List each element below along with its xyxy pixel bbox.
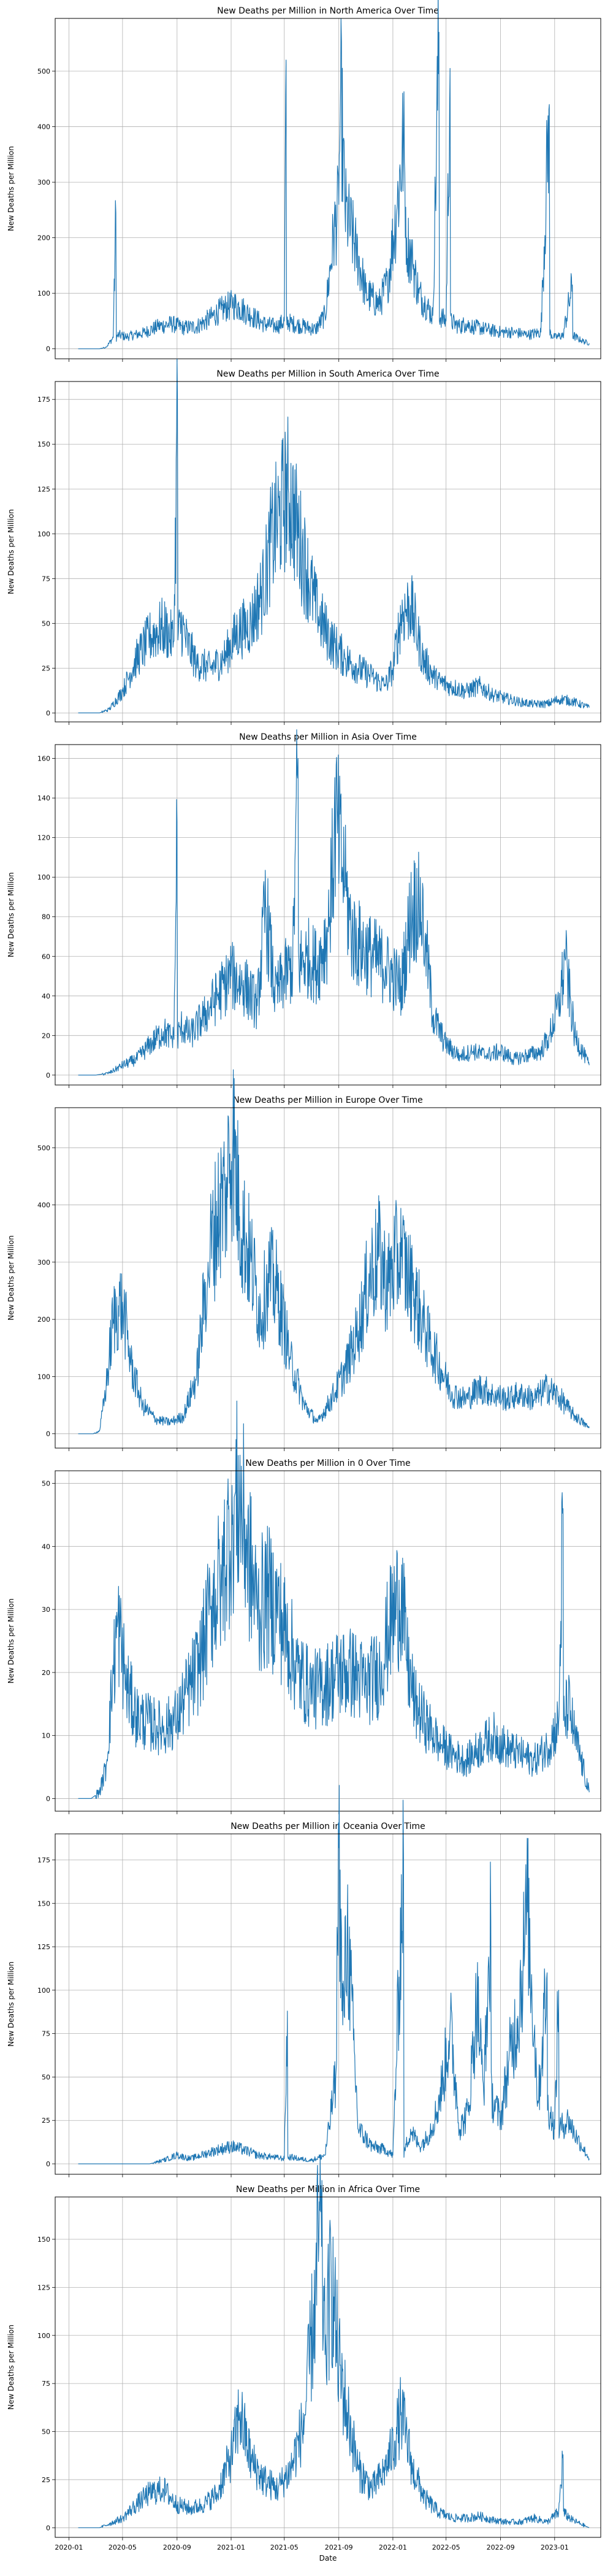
chart-panel: New Deaths per Million in South America … xyxy=(7,358,601,725)
chart-panel: New Deaths per Million in North America … xyxy=(7,0,601,362)
y-tick-label: 0 xyxy=(46,2524,50,2532)
y-tick-label: 75 xyxy=(42,2030,50,2038)
y-tick-label: 300 xyxy=(37,178,50,186)
x-tick-label: 2020-01 xyxy=(55,2543,83,2551)
chart-title: New Deaths per Million in 0 Over Time xyxy=(245,1459,410,1468)
chart-title: New Deaths per Million in Asia Over Time xyxy=(239,732,417,742)
y-tick-label: 160 xyxy=(37,755,50,763)
y-tick-label: 50 xyxy=(42,2073,50,2081)
y-tick-label: 25 xyxy=(42,2117,50,2125)
chart-panel: New Deaths per Million in Asia Over Time… xyxy=(7,729,601,1088)
y-tick-label: 150 xyxy=(37,1899,50,1907)
y-tick-label: 100 xyxy=(37,1987,50,1995)
y-axis-label: New Deaths per Million xyxy=(7,1235,15,1321)
y-tick-label: 200 xyxy=(37,1316,50,1324)
chart-panel: New Deaths per Million in Africa Over Ti… xyxy=(7,2154,601,2563)
x-tick-label: 2020-09 xyxy=(163,2543,191,2551)
x-axis-label: Date xyxy=(319,2554,337,2563)
y-tick-label: 175 xyxy=(37,1856,50,1864)
y-tick-label: 100 xyxy=(37,2332,50,2340)
series-line xyxy=(78,729,590,1076)
y-tick-label: 150 xyxy=(37,2236,50,2244)
y-tick-label: 60 xyxy=(42,953,50,960)
y-tick-label: 25 xyxy=(42,664,50,672)
series-line xyxy=(78,358,590,713)
series-line xyxy=(78,0,590,350)
y-tick-label: 400 xyxy=(37,123,50,131)
y-tick-label: 0 xyxy=(46,345,50,353)
y-tick-label: 50 xyxy=(42,619,50,627)
chart-title: New Deaths per Million in North America … xyxy=(217,6,439,16)
y-axis-label: New Deaths per Million xyxy=(7,1961,15,2047)
y-tick-label: 80 xyxy=(42,913,50,921)
chart-title: New Deaths per Million in South America … xyxy=(216,369,439,379)
x-tick-label: 2022-09 xyxy=(487,2543,515,2551)
y-axis-label: New Deaths per Million xyxy=(7,2325,15,2410)
x-tick-label: 2021-09 xyxy=(325,2543,353,2551)
plot-frame xyxy=(55,2196,601,2538)
y-tick-label: 200 xyxy=(37,234,50,242)
y-tick-label: 25 xyxy=(42,2476,50,2484)
x-tick-label: 2023-01 xyxy=(541,2543,569,2551)
x-tick-label: 2022-01 xyxy=(379,2543,407,2551)
x-tick-label: 2021-01 xyxy=(217,2543,245,2551)
y-tick-label: 125 xyxy=(37,485,50,493)
y-axis-label: New Deaths per Million xyxy=(7,509,15,594)
plot-frame xyxy=(55,1107,601,1449)
series-line xyxy=(78,2154,590,2528)
y-tick-label: 0 xyxy=(46,2160,50,2168)
plot-frame xyxy=(55,381,601,723)
x-tick-label: 2020-05 xyxy=(109,2543,137,2551)
y-tick-label: 125 xyxy=(37,2283,50,2291)
y-tick-label: 0 xyxy=(46,1795,50,1803)
y-tick-label: 120 xyxy=(37,834,50,842)
y-tick-label: 40 xyxy=(42,992,50,1000)
x-tick-label: 2022-05 xyxy=(432,2543,460,2551)
y-tick-label: 75 xyxy=(42,2380,50,2388)
plot-frame xyxy=(55,1833,601,2175)
y-tick-label: 140 xyxy=(37,794,50,802)
chart-panel: New Deaths per Million in 0 Over Time 0 10… xyxy=(7,1400,601,1814)
y-tick-label: 75 xyxy=(42,575,50,583)
series-line xyxy=(78,1400,590,1799)
y-tick-label: 0 xyxy=(46,709,50,717)
y-tick-label: 500 xyxy=(37,67,50,75)
y-tick-label: 100 xyxy=(37,1373,50,1381)
y-tick-label: 50 xyxy=(42,2428,50,2436)
plot-frame xyxy=(55,744,601,1086)
chart-title: New Deaths per Million in Africa Over Ti… xyxy=(236,2185,420,2195)
y-tick-label: 20 xyxy=(42,1032,50,1040)
series-line xyxy=(78,1069,590,1435)
y-axis-label: New Deaths per Million xyxy=(7,872,15,957)
y-tick-label: 400 xyxy=(37,1202,50,1209)
y-tick-label: 100 xyxy=(37,289,50,297)
y-tick-label: 0 xyxy=(46,1071,50,1079)
chart-title: New Deaths per Million in Oceania Over T… xyxy=(230,1822,425,1831)
plot-frame xyxy=(55,18,601,359)
y-tick-label: 0 xyxy=(46,1430,50,1438)
plot-frame xyxy=(55,1470,601,1812)
y-tick-label: 20 xyxy=(42,1669,50,1677)
y-tick-label: 30 xyxy=(42,1606,50,1614)
y-tick-label: 500 xyxy=(37,1144,50,1152)
y-axis-label: New Deaths per Million xyxy=(7,146,15,231)
y-tick-label: 125 xyxy=(37,1943,50,1951)
y-tick-label: 10 xyxy=(42,1732,50,1740)
y-axis-label: New Deaths per Million xyxy=(7,1598,15,1684)
series-line xyxy=(78,1785,590,2164)
y-tick-label: 100 xyxy=(37,530,50,538)
chart-title: New Deaths per Million in Europe Over Ti… xyxy=(233,1095,423,1105)
chart-panel: New Deaths per Million in Europe Over Ti… xyxy=(7,1069,601,1451)
y-tick-label: 175 xyxy=(37,396,50,404)
y-tick-label: 100 xyxy=(37,873,50,881)
y-tick-label: 50 xyxy=(42,1480,50,1488)
x-tick-label: 2021-05 xyxy=(270,2543,299,2551)
y-tick-label: 300 xyxy=(37,1259,50,1267)
y-tick-label: 40 xyxy=(42,1543,50,1551)
chart-panel: New Deaths per Million in Oceania Over T… xyxy=(7,1785,601,2177)
y-tick-label: 150 xyxy=(37,440,50,448)
